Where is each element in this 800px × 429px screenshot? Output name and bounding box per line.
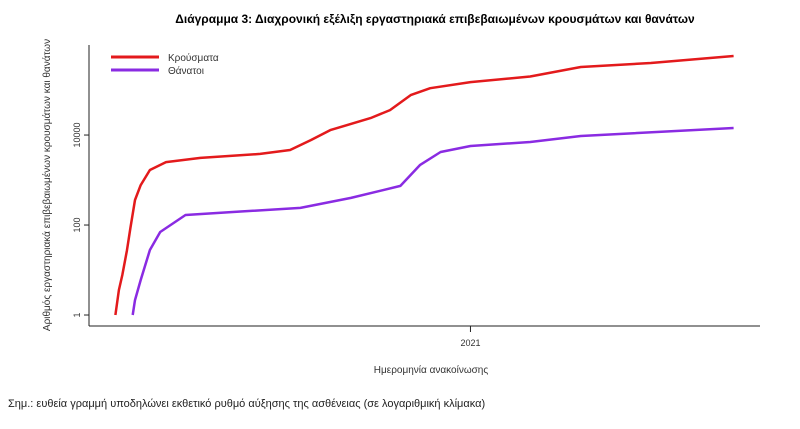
y-tick-label: 100 (72, 218, 82, 233)
x-tick-label: 2021 (460, 338, 480, 348)
legend-label-deaths: Θάνατοι (168, 65, 204, 77)
y-tick-label: 10000 (72, 123, 82, 148)
y-tick-label: 1 (72, 313, 82, 318)
legend-label-cases: Κρούσματα (168, 52, 219, 64)
legend: Κρούσματα Θάνατοι (111, 52, 219, 77)
x-axis-label: Ημερομηνία ανακοίνωσης (374, 364, 489, 376)
footnote: Σημ.: ευθεία γραμμή υποδηλώνει εκθετικό … (8, 398, 486, 410)
series-line-cases (114, 54, 734, 316)
y-axis-label: Αριθμός εργαστηριακά επιβεβαιωμένων κρου… (41, 39, 53, 331)
series-line-deaths (131, 126, 734, 316)
chart-title: Διάγραμμα 3: Διαχρονική εξέλιξη εργαστηρ… (175, 12, 695, 26)
